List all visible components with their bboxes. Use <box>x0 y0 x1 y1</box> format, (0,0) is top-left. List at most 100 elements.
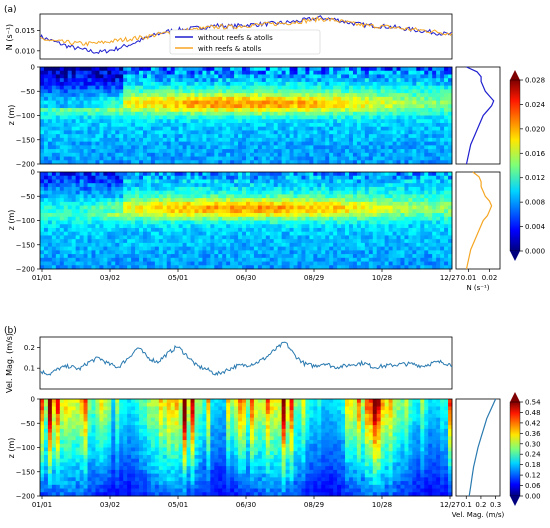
heatmap-cell <box>191 138 195 142</box>
heatmap-cell <box>64 198 68 202</box>
heatmap-cell <box>230 250 234 254</box>
heatmap-cell <box>84 198 88 202</box>
heatmap-cell <box>361 224 365 228</box>
heatmap-cell <box>345 130 349 134</box>
heatmap-cell <box>369 254 373 258</box>
heatmap-cell <box>246 157 250 161</box>
heatmap-cell <box>286 74 290 78</box>
heatmap-cell <box>163 149 167 153</box>
heatmap-cell <box>80 123 84 127</box>
heatmap-cell <box>401 116 405 120</box>
heatmap-cell <box>274 130 278 134</box>
heatmap-cell <box>44 74 48 78</box>
heatmap-cell <box>404 112 408 116</box>
heatmap-cell <box>226 145 230 149</box>
heatmap-cell <box>266 130 270 134</box>
heatmap-cell <box>167 239 171 243</box>
heatmap-cell <box>337 221 341 225</box>
heatmap-cell <box>250 202 254 206</box>
heatmap-cell <box>84 138 88 142</box>
heatmap-cell <box>72 142 76 146</box>
heatmap-cell <box>369 78 373 82</box>
heatmap-cell <box>167 104 171 108</box>
heatmap-cell <box>84 239 88 243</box>
heatmap-cell <box>266 209 270 213</box>
heatmap-cell <box>321 78 325 82</box>
heatmap-cell <box>313 119 317 123</box>
heatmap-cell <box>163 262 167 266</box>
heatmap-cell <box>183 112 187 116</box>
heatmap-cell <box>99 157 103 161</box>
heatmap-cell <box>444 138 448 142</box>
heatmap-cell <box>115 116 119 120</box>
heatmap-cell <box>226 130 230 134</box>
heatmap-cell <box>88 206 92 210</box>
heatmap-cell <box>230 247 234 251</box>
heatmap-cell <box>195 119 199 123</box>
heatmap-cell <box>187 183 191 187</box>
heatmap-cell <box>195 209 199 213</box>
heatmap-cell <box>337 235 341 239</box>
heatmap-cell <box>274 172 278 176</box>
heatmap-cell <box>262 101 266 105</box>
heatmap-cell <box>64 86 68 90</box>
heatmap-cell <box>99 142 103 146</box>
heatmap-cell <box>183 145 187 149</box>
heatmap-cell <box>60 149 64 153</box>
heatmap-cell <box>68 127 72 131</box>
heatmap-cell <box>88 130 92 134</box>
heatmap-cell <box>167 250 171 254</box>
heatmap-cell <box>64 71 68 75</box>
heatmap-cell <box>325 206 329 210</box>
heatmap-cell <box>270 213 274 217</box>
heatmap-cell <box>103 221 107 225</box>
heatmap-cell <box>123 247 127 251</box>
heatmap-cell <box>76 93 80 97</box>
heatmap-cell <box>266 243 270 247</box>
heatmap-cell <box>163 93 167 97</box>
heatmap-cell <box>353 104 357 108</box>
heatmap-cell <box>258 74 262 78</box>
heatmap-cell <box>294 239 298 243</box>
heatmap-cell <box>246 82 250 86</box>
heatmap-cell <box>274 239 278 243</box>
heatmap-cell <box>258 179 262 183</box>
heatmap-cell <box>305 228 309 232</box>
heatmap-cell <box>44 142 48 146</box>
heatmap-cell <box>345 235 349 239</box>
heatmap-cell <box>159 235 163 239</box>
heatmap-cell <box>270 97 274 101</box>
heatmap-cell <box>258 127 262 131</box>
heatmap-cell <box>305 145 309 149</box>
heatmap-cell <box>282 243 286 247</box>
heatmap-cell <box>60 97 64 101</box>
heatmap-cell <box>147 157 151 161</box>
heatmap-cell <box>115 145 119 149</box>
heatmap-cell <box>64 254 68 258</box>
heatmap-cell <box>278 176 282 180</box>
heatmap-cell <box>325 235 329 239</box>
heatmap-cell <box>119 86 123 90</box>
heatmap-cell <box>99 202 103 206</box>
heatmap-cell <box>412 67 416 71</box>
heatmap-cell <box>222 232 226 236</box>
heatmap-cell <box>210 82 214 86</box>
heatmap-cell <box>353 232 357 236</box>
heatmap-cell <box>274 74 278 78</box>
heatmap-cell <box>420 116 424 120</box>
heatmap-cell <box>139 119 143 123</box>
heatmap-cell <box>246 228 250 232</box>
heatmap-cell <box>183 104 187 108</box>
heatmap-cell <box>254 119 258 123</box>
heatmap-cell <box>373 217 377 221</box>
heatmap-cell <box>290 101 294 105</box>
heatmap-cell <box>92 112 96 116</box>
heatmap-cell <box>139 108 143 112</box>
heatmap-cell <box>95 93 99 97</box>
heatmap-cell <box>274 82 278 86</box>
heatmap-cell <box>369 247 373 251</box>
heatmap-cell <box>210 194 214 198</box>
heatmap-cell <box>428 157 432 161</box>
heatmap-cell <box>198 142 202 146</box>
